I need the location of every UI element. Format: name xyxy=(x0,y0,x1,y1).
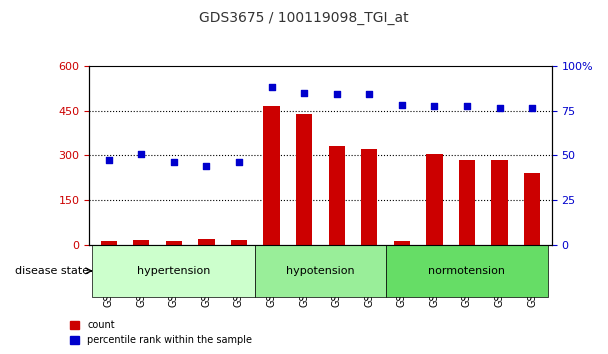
FancyBboxPatch shape xyxy=(255,245,385,297)
Bar xyxy=(361,149,378,245)
Bar xyxy=(524,173,541,245)
Bar xyxy=(100,241,117,245)
Text: hypertension: hypertension xyxy=(137,266,210,276)
Point xyxy=(462,103,472,109)
Text: hypotension: hypotension xyxy=(286,266,354,276)
FancyBboxPatch shape xyxy=(92,245,255,297)
Bar xyxy=(231,240,247,245)
Point xyxy=(104,157,114,163)
Point xyxy=(397,102,407,108)
Point xyxy=(364,91,374,97)
Point xyxy=(169,159,179,165)
Point xyxy=(267,84,277,90)
Bar xyxy=(165,241,182,245)
Bar xyxy=(296,114,313,245)
Point xyxy=(234,159,244,165)
Text: normotension: normotension xyxy=(429,266,505,276)
Bar xyxy=(198,239,215,245)
Point xyxy=(495,105,505,111)
Point xyxy=(299,90,309,96)
Bar xyxy=(491,160,508,245)
Point xyxy=(136,151,146,157)
Bar xyxy=(459,160,475,245)
Point xyxy=(201,163,211,169)
Bar xyxy=(393,241,410,245)
Text: GDS3675 / 100119098_TGI_at: GDS3675 / 100119098_TGI_at xyxy=(199,11,409,25)
Point xyxy=(527,105,537,110)
FancyBboxPatch shape xyxy=(385,245,548,297)
Point xyxy=(332,91,342,97)
Bar xyxy=(263,106,280,245)
Legend: count, percentile rank within the sample: count, percentile rank within the sample xyxy=(66,316,256,349)
Bar xyxy=(328,147,345,245)
Text: disease state: disease state xyxy=(15,266,89,276)
Point xyxy=(429,103,439,109)
Bar xyxy=(133,240,150,245)
Bar xyxy=(426,154,443,245)
